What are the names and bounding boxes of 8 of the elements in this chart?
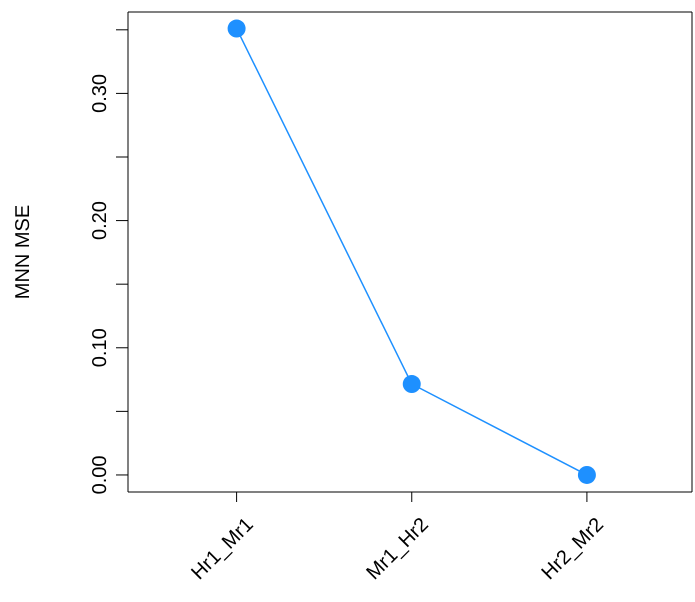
y-tick-label: 0.10 bbox=[89, 328, 111, 368]
point bbox=[578, 466, 596, 484]
y-axis-title: MNN MSE bbox=[12, 204, 34, 300]
point bbox=[228, 20, 246, 38]
y-tick-label: 0.30 bbox=[89, 74, 111, 113]
y-tick-label: 0.20 bbox=[89, 201, 111, 240]
y-tick-label: 0.00 bbox=[89, 455, 111, 494]
point bbox=[402, 375, 421, 394]
